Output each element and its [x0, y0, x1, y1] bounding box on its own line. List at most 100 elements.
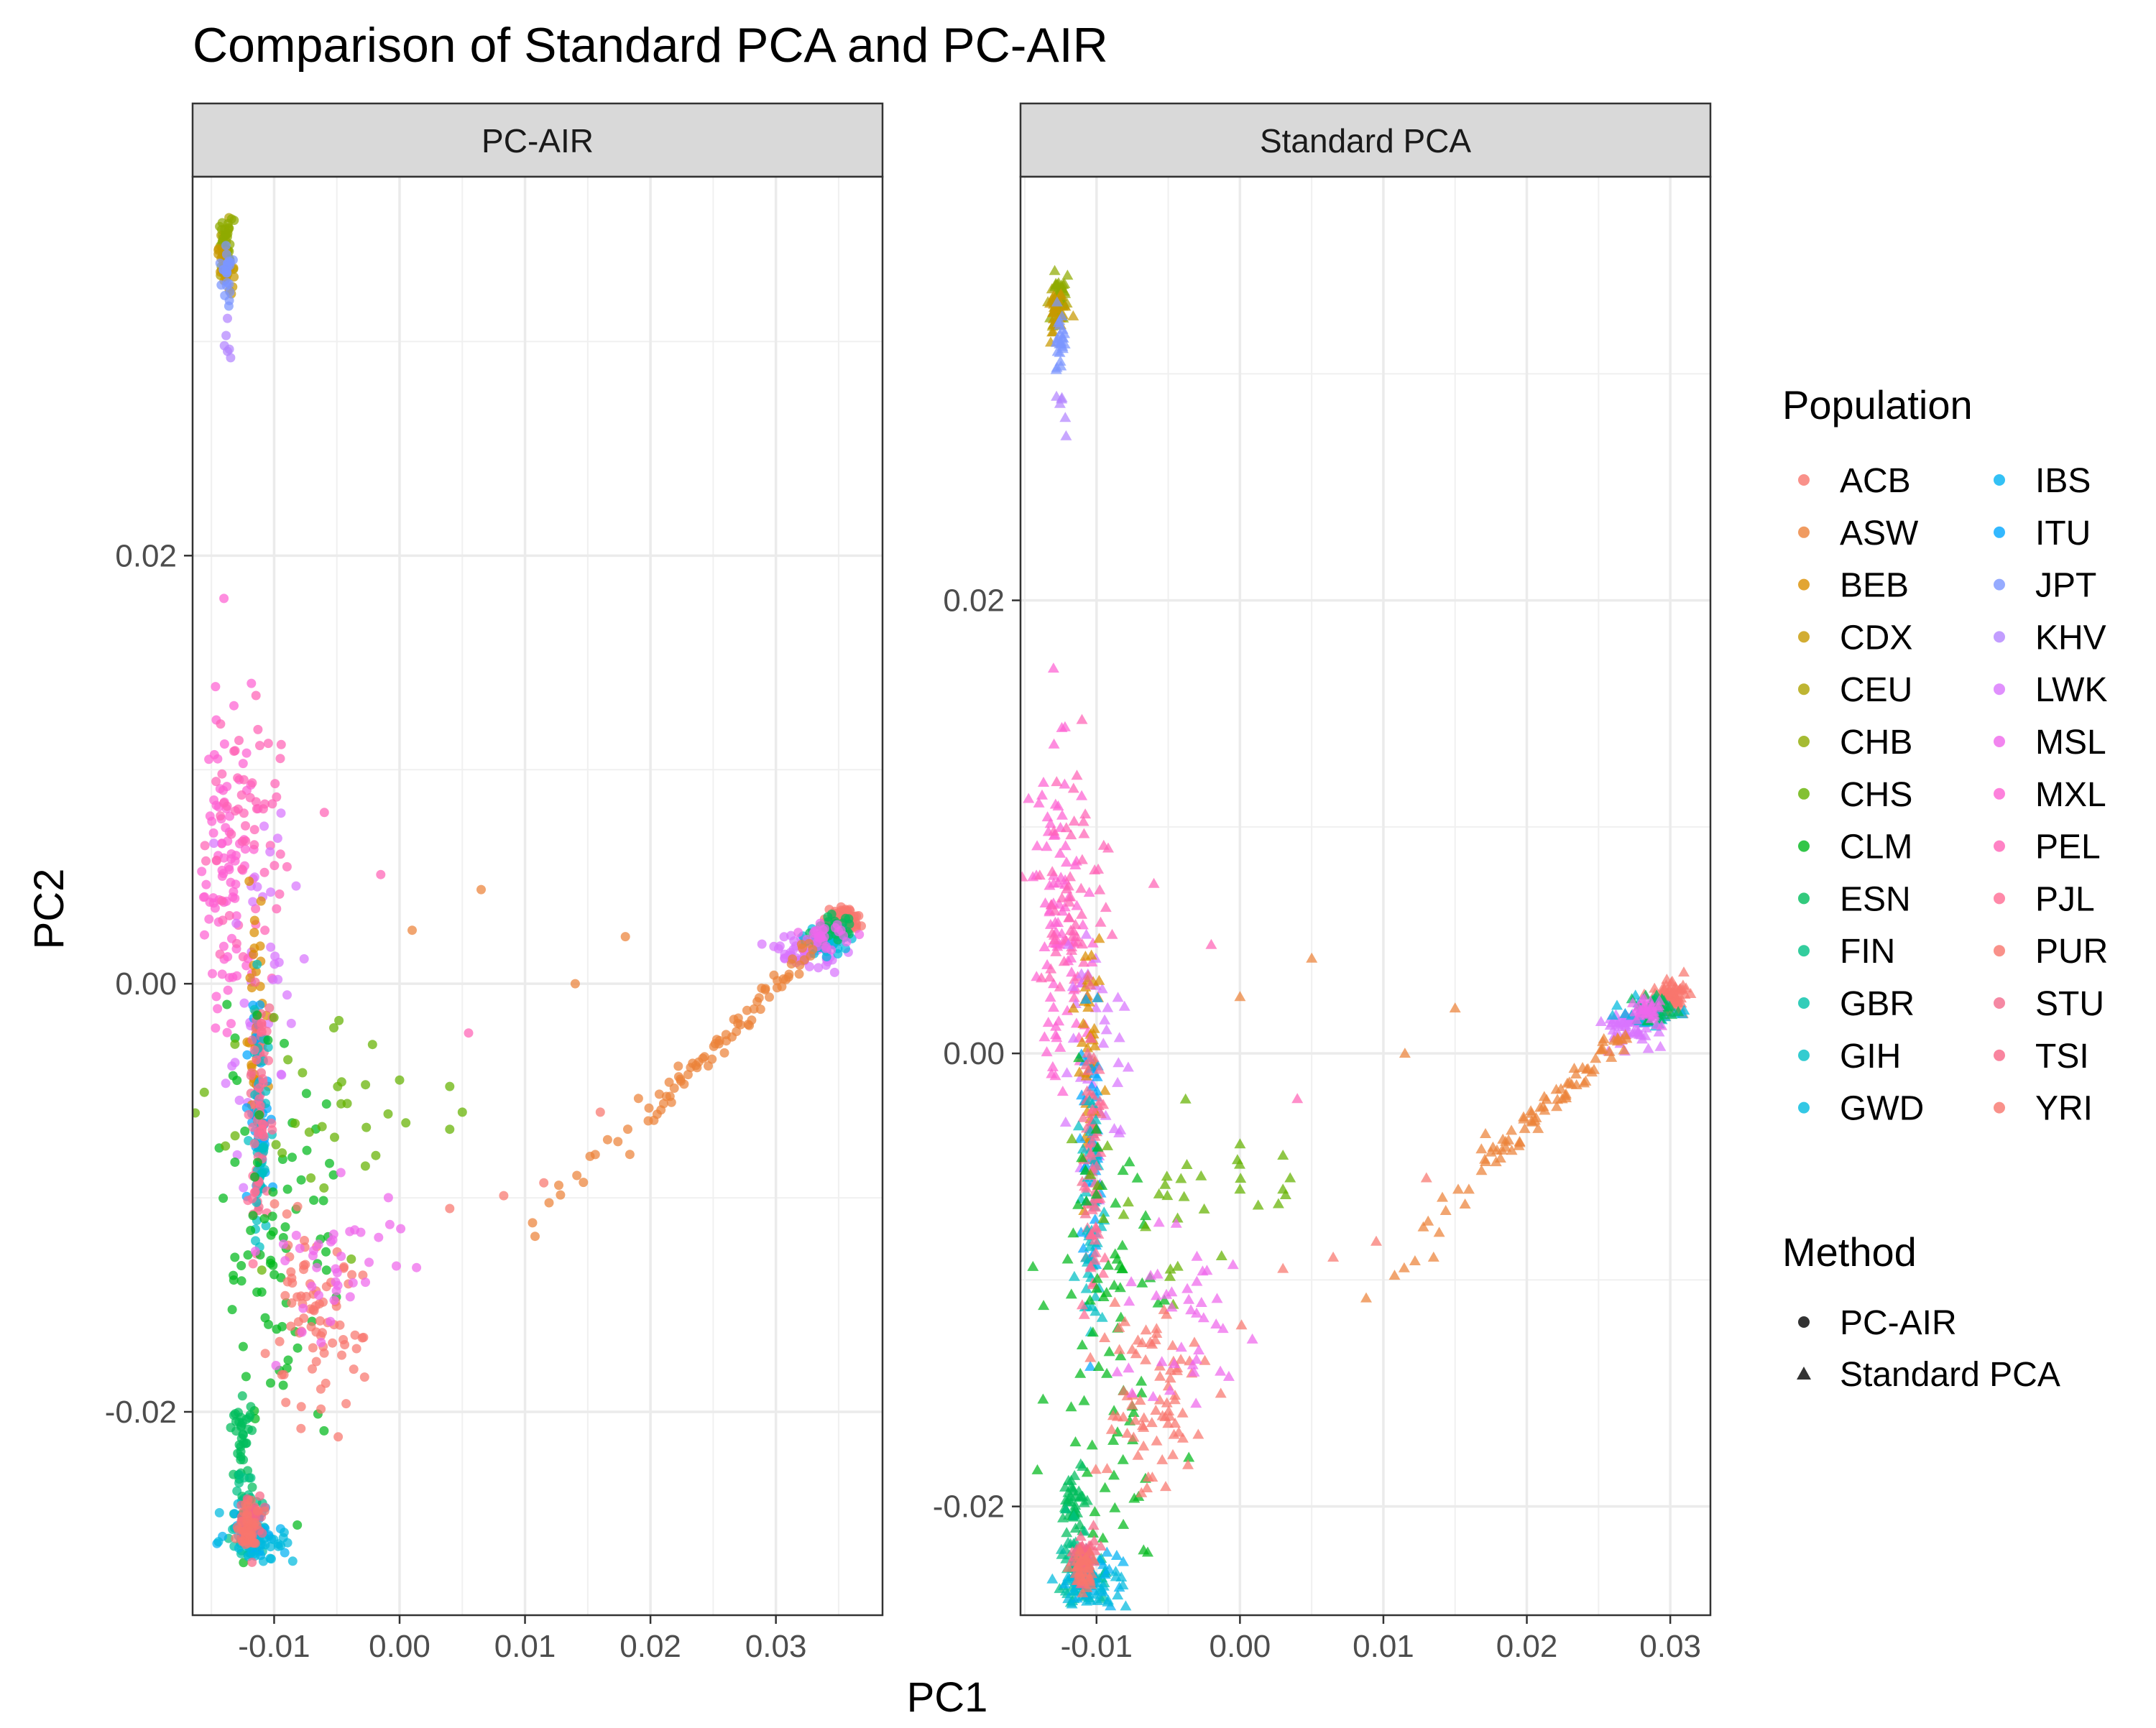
data-point-msl: [1627, 997, 1639, 1007]
data-point-lwk: [252, 882, 262, 892]
data-point-msl: [1217, 1323, 1229, 1334]
data-point-clm: [232, 1076, 242, 1086]
data-point-pel: [245, 793, 255, 803]
points-layer: [193, 213, 866, 1568]
data-point-pjl: [264, 1055, 273, 1066]
legend-label: ESN: [1840, 880, 1911, 918]
data-point-clm: [1037, 1393, 1049, 1404]
data-point-pur: [280, 1290, 290, 1300]
data-point-pur: [1150, 1405, 1162, 1415]
data-point-pur: [1156, 1410, 1169, 1420]
data-point-pel: [282, 861, 292, 872]
data-point-asw: [1506, 1124, 1518, 1135]
data-point-pur: [1169, 1418, 1181, 1428]
data-point-lwk: [266, 942, 276, 952]
data-point-pjl: [1093, 1063, 1105, 1074]
data-point-asw: [1555, 1083, 1567, 1094]
data-point-msl: [1227, 1259, 1239, 1270]
data-point-chs: [304, 1127, 314, 1137]
data-point-mxl: [1036, 789, 1048, 800]
data-point-clm: [263, 1035, 273, 1045]
data-point-gwd: [265, 1553, 275, 1563]
data-point-asw: [1568, 1063, 1580, 1073]
legend-label: MXL: [2035, 776, 2106, 814]
data-point-gih: [1098, 1206, 1110, 1217]
data-point-yri: [1074, 1560, 1087, 1571]
chart-title: Comparison of Standard PCA and PC-AIR: [193, 18, 1108, 73]
data-point-msl: [1168, 1358, 1180, 1369]
data-point-beb: [1082, 1002, 1095, 1012]
data-point-lwk: [1122, 1061, 1134, 1072]
data-point-stu: [1082, 969, 1094, 980]
data-point-gwd: [1095, 1582, 1107, 1593]
data-point-clm: [1152, 1297, 1164, 1308]
data-point-pjl: [1086, 1137, 1098, 1147]
data-point-pel: [216, 811, 226, 821]
data-point-pur: [1134, 1395, 1146, 1405]
data-point-esn: [1067, 1482, 1079, 1493]
data-point-pur: [1146, 1339, 1158, 1349]
data-point-pjl: [1084, 1262, 1097, 1272]
data-point-jpt: [1051, 336, 1063, 346]
legend-key: [1994, 474, 2005, 486]
data-point-esn: [1065, 1496, 1077, 1507]
data-point-esn: [1672, 1006, 1685, 1017]
legend-label: BEB: [1840, 567, 1909, 605]
data-point-clm: [227, 1305, 237, 1315]
data-point-chs: [361, 1122, 372, 1132]
data-point-pur: [316, 1331, 326, 1341]
data-point-clm: [236, 1276, 247, 1286]
data-point-lwk: [1067, 981, 1079, 992]
legend-key: [1994, 1101, 2005, 1114]
data-point-mxl: [219, 593, 229, 604]
data-point-chs: [1179, 1093, 1192, 1104]
data-point-clm: [230, 1158, 240, 1167]
data-point-asw: [1537, 1101, 1549, 1111]
data-point-mxl: [230, 893, 240, 903]
data-point-pel: [1205, 938, 1217, 949]
legend-label: PJL: [2035, 880, 2095, 918]
data-point-msl: [297, 1327, 307, 1337]
data-point-msl: [1222, 1370, 1235, 1381]
data-point-jpt: [1051, 346, 1064, 356]
data-point-beb: [1099, 1084, 1111, 1095]
panel-strip-label: Standard PCA: [1260, 122, 1471, 160]
data-point-pur: [1166, 1339, 1179, 1350]
data-point-chs: [1092, 1179, 1104, 1190]
data-point-mxl: [1087, 937, 1099, 948]
data-point-clm: [319, 1426, 329, 1436]
data-point-chs: [221, 1141, 231, 1151]
legend-key: [1798, 1101, 1810, 1114]
data-point-esn: [1078, 1497, 1090, 1507]
data-point-mxl: [211, 1023, 221, 1033]
data-point-asw: [1514, 1137, 1526, 1147]
data-point-mxl: [201, 879, 211, 890]
data-point-pur: [358, 1270, 368, 1280]
data-point-mxl: [1041, 1046, 1053, 1057]
data-point-pel: [1071, 770, 1083, 780]
data-point-pel: [1046, 928, 1058, 938]
data-point-pur: [1140, 1324, 1152, 1335]
data-point-pjl: [1089, 1130, 1101, 1141]
data-point-pur: [315, 1316, 325, 1326]
data-point-clm: [1091, 1272, 1103, 1283]
data-point-gwd: [1092, 1595, 1104, 1605]
legend-label: ITU: [2035, 514, 2091, 553]
data-point-lwk: [780, 953, 790, 963]
data-point-msl: [1195, 1297, 1207, 1307]
data-point-itu: [1076, 1089, 1088, 1100]
legend-label: ACB: [1840, 462, 1911, 500]
data-point-asw: [620, 932, 630, 942]
data-point-pjl: [243, 1196, 253, 1206]
data-point-pur: [1175, 1354, 1187, 1364]
legend-item-gwd: GWD: [1798, 1090, 1924, 1128]
x-tick-label: -0.01: [238, 1629, 310, 1664]
data-point-esn: [236, 1422, 246, 1432]
legend-item-clm: CLM: [1798, 828, 1912, 867]
data-point-msl: [314, 1290, 323, 1300]
data-point-asw: [1494, 1152, 1506, 1163]
data-point-asw: [798, 943, 807, 953]
data-point-asw: [1618, 1044, 1630, 1055]
data-point-msl: [356, 1227, 366, 1237]
data-point-lwk: [277, 1070, 287, 1080]
